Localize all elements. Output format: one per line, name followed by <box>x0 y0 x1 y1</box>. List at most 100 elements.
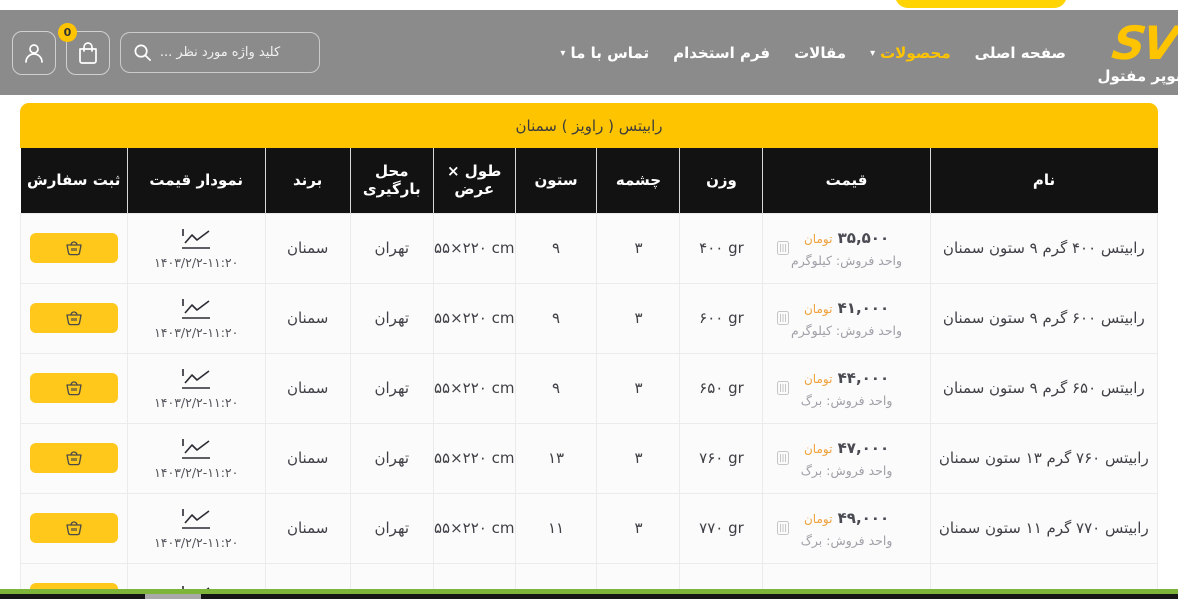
currency-label: تومان <box>803 441 833 456</box>
sale-unit-label: واحد فروش: کیلوگرم <box>791 322 903 338</box>
nav-label: مقالات <box>794 43 847 62</box>
product-name-cell: رابیتس ۴۰۰ گرم ۹ ستون سمنان <box>929 212 1159 284</box>
brand-cell: سمنان <box>264 282 351 354</box>
price-cell: ۴۹,۰۰۰ تومان واحد فروش: برگ <box>762 492 931 564</box>
dimensions-cell: ۵۵×۲۲۰ cm <box>432 212 516 284</box>
nav-item-articles[interactable]: مقالات <box>794 44 846 62</box>
weight-value: ۷۷۰ gr <box>699 519 744 537</box>
price-chart-cell: ۱۴۰۳/۲/۲-۱۱:۲۰ <box>126 352 266 424</box>
top-strip: ✔ ۰۲۱-۹۱۰۰۱۰۰۱ <box>0 0 1178 10</box>
price-history-icon[interactable] <box>777 381 790 395</box>
price-value: ۴۷,۰۰۰ تومان <box>763 439 929 457</box>
loading-location-cell: تهران <box>349 352 434 424</box>
price-cell: ۴۱,۰۰۰ تومان واحد فروش: کیلوگرم <box>762 282 931 354</box>
chevron-down-icon: ▾ <box>870 48 876 59</box>
price-history-icon[interactable] <box>777 311 790 325</box>
whatsapp-icon: ✔ <box>926 0 937 3</box>
brand-cell: سمنان <box>264 422 351 494</box>
currency-label: تومان <box>803 511 833 526</box>
col-header-mesh: چشمه <box>596 148 680 213</box>
page-bottom-divider <box>0 589 1178 594</box>
price-chart-cell: ۱۴۰۳/۲/۲-۱۱:۲۰ <box>126 492 266 564</box>
currency-label: تومان <box>803 371 833 386</box>
line-chart-icon[interactable] <box>178 297 214 321</box>
horizontal-scrollbar[interactable] <box>0 594 1178 599</box>
price-chart-cell: ۱۴۰۳/۲/۲-۱۱:۲۰ <box>126 282 266 354</box>
weight-cell: ۴۰۰ gr <box>679 212 764 284</box>
account-button[interactable] <box>12 30 56 75</box>
price-value: ۴۱,۰۰۰ تومان <box>763 299 929 317</box>
brand-cell: سمنان <box>264 212 351 284</box>
dimensions-cell: ۵۵×۲۲۰ cm <box>432 492 516 564</box>
shopping-bag-icon <box>79 41 97 64</box>
currency-label: تومان <box>803 231 833 246</box>
nav-item-contact-us[interactable]: تماس با ما ▾ <box>560 44 649 62</box>
weight-cell: ۷۶۰ gr <box>679 422 764 494</box>
price-date: ۱۴۰۳/۲/۲-۱۱:۲۰ <box>154 464 239 480</box>
sale-unit-label: واحد فروش: برگ <box>800 462 893 478</box>
col-header-loading-location: محل بارگیری <box>349 148 434 213</box>
dimensions-cell: ۵۵×۲۲۰ cm <box>432 422 516 494</box>
price-number: ۳۵,۵۰۰ <box>837 228 890 247</box>
logo-mark: SV <box>1108 15 1178 70</box>
dimensions-value: ۵۵×۲۲۰ cm <box>433 449 515 467</box>
add-to-cart-button[interactable] <box>29 233 118 263</box>
order-cell <box>20 422 128 494</box>
add-to-cart-button[interactable] <box>29 373 118 403</box>
weight-value: ۷۶۰ gr <box>699 449 744 467</box>
price-history-icon[interactable] <box>777 451 790 465</box>
nav-item-employment-form[interactable]: فرم استخدام <box>673 44 770 62</box>
mesh-cell: ۳ <box>596 212 681 284</box>
add-to-cart-button[interactable] <box>29 443 118 473</box>
line-chart-icon[interactable] <box>178 437 214 461</box>
price-cell: ۴۴,۰۰۰ تومان واحد فروش: برگ <box>762 352 931 424</box>
user-icon <box>25 43 43 63</box>
line-chart-icon[interactable] <box>178 507 214 531</box>
product-name-cell: رابیتس ۶۰۰ گرم ۹ ستون سمنان <box>929 282 1159 354</box>
price-date: ۱۴۰۳/۲/۲-۱۱:۲۰ <box>154 324 239 340</box>
site-logo[interactable]: SV سوپر مفتول <box>1096 15 1178 85</box>
columns-cell: ۹ <box>514 212 598 284</box>
add-to-cart-button[interactable] <box>29 513 118 543</box>
page-title: رابیتس ( راویز ) سمنان <box>20 103 1158 148</box>
price-history-icon[interactable] <box>777 521 790 535</box>
dimensions-value: ۵۵×۲۲۰ cm <box>433 239 515 257</box>
loading-location-cell: تهران <box>349 212 434 284</box>
loading-location-cell: تهران <box>349 282 434 354</box>
col-header-price: قیمت <box>762 148 931 213</box>
table-row: رابیتس ۷۷۰ گرم ۱۱ ستون سمنان ۴۹,۰۰۰ توما… <box>20 492 1159 564</box>
price-date: ۱۴۰۳/۲/۲-۱۱:۲۰ <box>154 394 239 410</box>
nav-item-home[interactable]: صفحه اصلی <box>975 44 1066 62</box>
price-history-icon[interactable] <box>777 241 790 255</box>
nav-item-products[interactable]: محصولات ▾ <box>870 44 951 62</box>
col-header-brand: برند <box>264 148 351 213</box>
columns-cell: ۱۱ <box>514 492 598 564</box>
nav-label: تماس با ما <box>570 43 650 62</box>
phone-number: ۰۲۱-۹۱۰۰۱۰۰۱ <box>943 0 1036 3</box>
table-row: رابیتس ۶۵۰ گرم ۹ ستون سمنان ۴۴,۰۰۰ تومان… <box>20 352 1159 424</box>
col-header-order: ثبت سفارش <box>20 148 128 213</box>
search-icon <box>134 44 151 61</box>
table-row: رابیتس ۴۰۰ گرم ۹ ستون سمنان ۳۵,۵۰۰ تومان… <box>20 212 1159 284</box>
loading-location-cell: تهران <box>349 422 434 494</box>
dimensions-value: ۵۵×۲۲۰ cm <box>433 309 515 327</box>
main-nav: صفحه اصلی محصولات ▾ مقالات فرم استخدام ت… <box>560 44 1066 62</box>
main-content: رابیتس ( راویز ) سمنان نام قیمت وزن چشمه… <box>0 95 1178 599</box>
mesh-cell: ۳ <box>596 352 681 424</box>
nav-label: فرم استخدام <box>673 43 771 62</box>
add-to-cart-button[interactable] <box>29 303 118 333</box>
line-chart-icon[interactable] <box>178 227 214 251</box>
product-name-cell: رابیتس ۷۷۰ گرم ۱۱ ستون سمنان <box>929 492 1159 564</box>
brand-cell: سمنان <box>264 492 351 564</box>
columns-cell: ۹ <box>514 352 598 424</box>
scrollbar-thumb[interactable] <box>145 594 201 599</box>
weight-cell: ۷۷۰ gr <box>679 492 764 564</box>
currency-label: تومان <box>803 301 833 316</box>
search-input[interactable] <box>121 33 319 72</box>
line-chart-icon[interactable] <box>178 367 214 391</box>
col-header-weight: وزن <box>679 148 763 213</box>
table-row: رابیتس ۷۶۰ گرم ۱۳ ستون سمنان ۴۷,۰۰۰ توما… <box>20 422 1159 494</box>
phone-button[interactable]: ✔ ۰۲۱-۹۱۰۰۱۰۰۱ <box>895 0 1067 8</box>
cart-button[interactable]: 0 <box>58 22 110 75</box>
